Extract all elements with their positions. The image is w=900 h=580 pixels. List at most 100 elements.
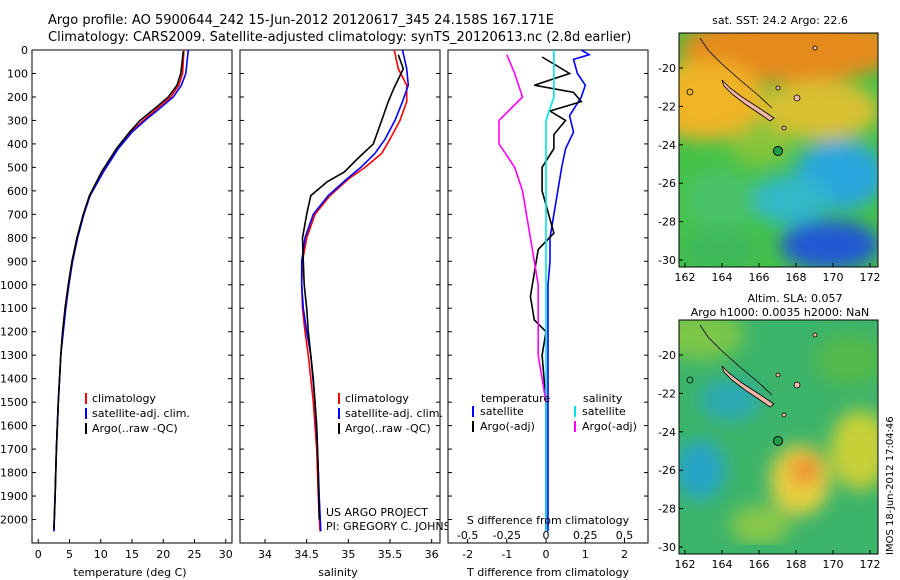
y-tick-label: 800: [7, 232, 28, 245]
difference-panel: -2 -1 0 1 2 -0.5 -0.25 0 0.25 0.5 S difference fr…: [447, 49, 649, 579]
legend-swatch-satellite: [85, 408, 87, 419]
map-x-tick-label: 166: [749, 271, 770, 284]
x-tick-label: -1: [501, 548, 512, 561]
x-tick-label: 35.5: [378, 548, 403, 561]
y-tick-label: 1300: [0, 349, 28, 362]
difference-top-xlabel: S difference from climatology: [467, 514, 630, 527]
y-tick-label: 300: [7, 114, 28, 127]
legend-swatch-t-satellite: [472, 406, 474, 417]
salinity-axes: [239, 49, 441, 544]
legend-swatch-climatology: [85, 393, 87, 404]
x-tick-label: 34: [258, 548, 272, 561]
difference-legend: temperature salinity satellite satellite…: [472, 392, 637, 433]
y-tick-label: 1000: [0, 279, 28, 292]
map-y-tick-label: -22: [658, 100, 676, 113]
legend-label-s-argo: Argo(-adj): [582, 420, 637, 433]
map-x-tick-label: 168: [786, 271, 807, 284]
map-y-tick-label: -28: [658, 503, 676, 516]
s-tick-label: 0: [543, 529, 550, 542]
temperature-xlabel: temperature (deg C): [73, 566, 186, 579]
map-y-tick-label: -26: [658, 177, 676, 190]
temperature-legend: climatology satellite-adj. clim. Argo(..…: [85, 392, 190, 435]
x-tick-label: 30: [219, 548, 233, 561]
pi-label: PI: GREGORY C. JOHNSON: [326, 520, 467, 533]
y-tick-label: 0: [21, 44, 28, 57]
x-tick-label: 2: [621, 548, 628, 561]
y-tick-label: 1500: [0, 396, 28, 409]
map-y-tick-label: -30: [658, 254, 676, 267]
legend-swatch-satellite: [338, 408, 340, 419]
x-tick-label: 5: [66, 548, 73, 561]
y-tick-label: 600: [7, 185, 28, 198]
map-y-tick-label: -30: [658, 541, 676, 554]
series-line-salinity-satellite: [545, 50, 555, 532]
salinity-legend: climatology satellite-adj. clim. Argo(..…: [338, 392, 443, 435]
x-tick-label: 34.5: [294, 548, 319, 561]
y-tick-label: 500: [7, 161, 28, 174]
x-tick-label: -2: [462, 548, 473, 561]
map-y-tick-label: -24: [658, 426, 676, 439]
y-tick-label: 400: [7, 138, 28, 151]
s-tick-label: -0.25: [493, 529, 521, 542]
s-tick-label: 0.25: [573, 529, 598, 542]
legend-swatch-argo: [338, 423, 340, 434]
sla-map-title-line2: Argo h1000: 0.0035 h2000: NaN: [691, 306, 870, 319]
x-tick-label: 0: [543, 548, 550, 561]
y-tick-label: 700: [7, 208, 28, 221]
salinity-panel: 34 34.5 35 35.5 36 salinity climatology sate…: [239, 49, 467, 579]
legend-label-t-argo: Argo(-adj): [480, 420, 535, 433]
s-tick-label: 0.5: [616, 529, 634, 542]
x-tick-label: 1: [582, 548, 589, 561]
legend-swatch-s-satellite: [574, 406, 576, 417]
map-y-tick-label: -20: [658, 62, 676, 75]
map-y-tick-label: -20: [658, 349, 676, 362]
float-position-marker: [773, 146, 783, 156]
legend-label-s-satellite: satellite: [582, 405, 626, 418]
x-tick-label: 20: [156, 548, 170, 561]
x-tick-label: 25: [188, 548, 202, 561]
salinity-xlabel: salinity: [318, 566, 358, 579]
map-y-tick-label: -26: [658, 464, 676, 477]
map-x-tick-label: 170: [823, 271, 844, 284]
header-title-line1: Argo profile: AO 5900644_242 15-Jun-2012…: [48, 13, 554, 28]
y-tick-label: 1200: [0, 326, 28, 339]
series-line-temperature-satellite: [547, 49, 592, 532]
y-tick-label: 1800: [0, 467, 28, 480]
difference-xlabel: T difference from climatology: [466, 566, 629, 579]
y-tick-label: 1700: [0, 443, 28, 456]
y-tick-label: 900: [7, 255, 28, 268]
sla-map-title-line1: Altim. SLA: 0.057: [747, 292, 842, 305]
map-x-tick-label: 172: [860, 558, 881, 571]
legend-label-argo: Argo(..raw -QC): [345, 422, 431, 435]
header-title-line2: Climatology: CARS2009. Satellite-adjuste…: [48, 30, 631, 45]
sla-map-frame: [678, 319, 879, 555]
map-x-tick-label: 172: [860, 271, 881, 284]
legend-label-satellite: satellite-adj. clim.: [92, 407, 190, 420]
y-tick-label: 1400: [0, 373, 28, 386]
x-tick-label: 15: [125, 548, 139, 561]
series-line-climatology: [300, 49, 408, 532]
sla-map-ticks: 162 164 166 168 170 172 -20 -22 -24 -26 -28 -30: [658, 349, 880, 571]
y-tick-label: 2000: [0, 514, 28, 527]
series-line-temperature-argo-adj-: [529, 56, 583, 529]
y-tick-label: 1100: [0, 302, 28, 315]
series-line-salinity-argo-adj-: [498, 54, 547, 403]
map-x-tick-label: 162: [675, 271, 696, 284]
map-x-tick-label: 164: [712, 271, 733, 284]
x-tick-label: 10: [94, 548, 108, 561]
legend-header-salinity: salinity: [583, 392, 623, 405]
s-tick-label: -0.5: [457, 529, 478, 542]
map-y-tick-label: -24: [658, 139, 676, 152]
legend-label-satellite: satellite-adj. clim.: [345, 407, 443, 420]
sst-map-ticks: 162 164 166 168 170 172 -20 -22 -24 -26 -28 -30: [658, 62, 880, 284]
sst-map-title: sat. SST: 24.2 Argo: 22.6: [712, 14, 848, 27]
sst-map: 162 164 166 168 170 172 -20 -22 -24 -26 -28 -30: [658, 32, 881, 284]
y-tick-label: 1900: [0, 490, 28, 503]
y-tick-label: 1600: [0, 420, 28, 433]
map-y-tick-label: -28: [658, 216, 676, 229]
legend-label-t-satellite: satellite: [480, 405, 524, 418]
project-label: US ARGO PROJECT: [326, 506, 428, 519]
legend-label-argo: Argo(..raw -QC): [92, 422, 178, 435]
series-line-argo-raw-qc-: [301, 54, 405, 520]
sst-map-frame: [678, 32, 879, 268]
